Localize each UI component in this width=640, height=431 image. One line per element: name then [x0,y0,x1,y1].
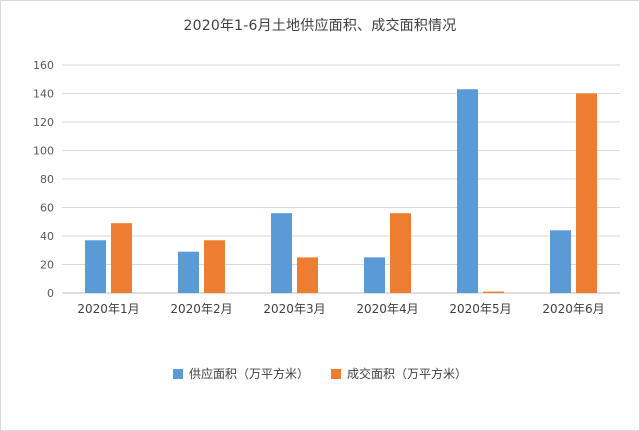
bar-deal-6 [576,93,597,293]
y-tick-label: 60 [40,202,54,215]
bar-supply-2 [178,251,199,293]
y-tick-label: 80 [40,173,54,186]
legend: 供应面积（万平方米） 成交面积（万平方米） [0,365,640,382]
legend-label-supply: 供应面积（万平方米） [188,367,309,381]
bar-supply-4 [364,257,385,293]
bar-deal-4 [390,213,411,293]
bar-deal-5 [483,291,504,293]
bar-deal-1 [111,223,132,293]
x-tick-label: 2020年2月 [170,302,232,316]
y-tick-label: 40 [40,230,54,243]
legend-item-deal: 成交面积（万平方米） [331,365,467,382]
bar-deal-3 [297,257,318,293]
y-tick-label: 120 [33,116,54,129]
chart-title: 2020年1-6月土地供应面积、成交面积情况 [183,18,457,34]
bar-supply-6 [550,230,571,293]
y-tick-label: 0 [47,287,54,300]
bar-supply-3 [271,213,292,293]
x-tick-label: 2020年3月 [263,302,325,316]
x-tick-label: 2020年5月 [449,302,511,316]
bar-supply-5 [457,89,478,293]
legend-item-supply: 供应面积（万平方米） [172,365,309,382]
legend-label-deal: 成交面积（万平方米） [347,367,468,381]
x-tick-label: 2020年6月 [542,302,604,316]
y-tick-label: 160 [33,59,54,72]
x-tick-label: 2020年1月 [77,302,139,316]
y-tick-label: 100 [33,145,54,158]
legend-swatch-deal [331,368,341,379]
bar-supply-1 [85,240,106,293]
x-tick-label: 2020年4月 [356,302,418,316]
bar-deal-2 [204,240,225,293]
y-tick-label: 20 [40,259,54,272]
y-tick-label: 140 [33,88,54,101]
legend-swatch-supply [172,368,183,379]
